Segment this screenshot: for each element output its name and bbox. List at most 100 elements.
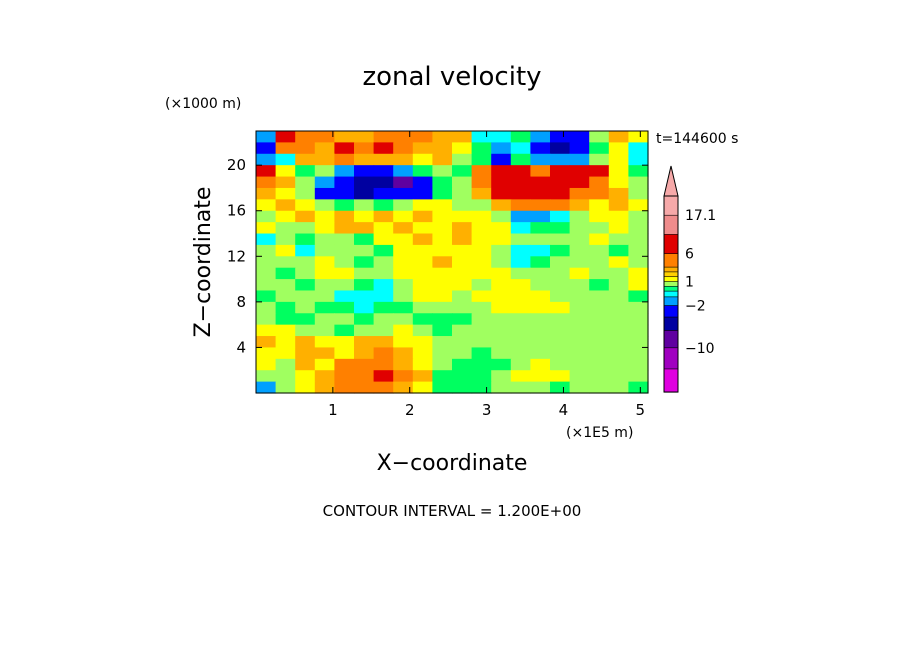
heatmap-cell xyxy=(334,267,355,280)
heatmap-cell xyxy=(550,142,571,155)
y-axis-ticks: 4 8 12 16 20 xyxy=(227,156,648,356)
heatmap-cell xyxy=(628,153,649,166)
heatmap-cell xyxy=(373,290,394,303)
heatmap-cell xyxy=(275,131,296,143)
heatmap-cell xyxy=(412,358,433,371)
heatmap-cell xyxy=(530,199,551,212)
heatmap-cell xyxy=(530,313,551,326)
heatmap-cell xyxy=(471,279,492,292)
heatmap-cell xyxy=(314,244,335,257)
heatmap-cell xyxy=(373,358,394,371)
heatmap-cell xyxy=(608,313,629,326)
heatmap-cell xyxy=(510,313,531,326)
heatmap-cell xyxy=(608,301,629,314)
heatmap-cell xyxy=(432,336,453,349)
heatmap-cell xyxy=(275,233,296,246)
heatmap-cell xyxy=(393,381,414,394)
heatmap-cell xyxy=(550,256,571,269)
heatmap-cell xyxy=(471,176,492,189)
heatmap-cell xyxy=(452,153,473,166)
heatmap-cell xyxy=(628,324,649,337)
heatmap-cell xyxy=(471,256,492,269)
heatmap-cell xyxy=(275,381,296,394)
heatmap-cell xyxy=(550,358,571,371)
heatmap-cells xyxy=(256,131,649,394)
heatmap-cell xyxy=(295,324,316,337)
colorbar-segment xyxy=(663,266,679,273)
heatmap-cell xyxy=(491,324,512,337)
heatmap-cell xyxy=(432,358,453,371)
heatmap-cell xyxy=(628,279,649,292)
heatmap-cell xyxy=(452,370,473,383)
heatmap-cell xyxy=(275,290,296,303)
heatmap-cell xyxy=(452,290,473,303)
heatmap-cell xyxy=(295,370,316,383)
heatmap-cell xyxy=(452,222,473,235)
heatmap-cell xyxy=(334,131,355,143)
heatmap-cell xyxy=(628,244,649,257)
heatmap-cell xyxy=(550,290,571,303)
heatmap-cell xyxy=(608,290,629,303)
heatmap-cell xyxy=(471,267,492,280)
heatmap-cell xyxy=(491,347,512,360)
heatmap-cell xyxy=(412,176,433,189)
heatmap-cell xyxy=(589,324,610,337)
heatmap-cell xyxy=(628,176,649,189)
heatmap-cell xyxy=(412,381,433,394)
heatmap-cell xyxy=(491,313,512,326)
heatmap-cell xyxy=(354,131,375,143)
heatmap-cell xyxy=(510,267,531,280)
x-axis-unit: (×1E5 m) xyxy=(566,425,633,441)
colorbar-cap xyxy=(663,165,679,197)
heatmap-cell xyxy=(412,142,433,155)
x-tick-label: 3 xyxy=(482,401,492,419)
heatmap-cell xyxy=(334,176,355,189)
heatmap-cell xyxy=(256,267,277,280)
heatmap-cell xyxy=(432,301,453,314)
heatmap-cell xyxy=(550,176,571,189)
heatmap-cell xyxy=(275,301,296,314)
heatmap-cell xyxy=(530,187,551,200)
heatmap-cell xyxy=(334,153,355,166)
heatmap-cell xyxy=(314,313,335,326)
heatmap-cell xyxy=(510,187,531,200)
heatmap-cell xyxy=(354,187,375,200)
heatmap-cell xyxy=(432,176,453,189)
x-tick-label: 5 xyxy=(636,401,646,419)
heatmap-cell xyxy=(452,131,473,143)
heatmap-cell xyxy=(295,165,316,178)
heatmap-cell xyxy=(608,336,629,349)
heatmap-cell xyxy=(608,279,629,292)
heatmap-cell xyxy=(275,267,296,280)
heatmap-cell xyxy=(569,142,590,155)
heatmap-cell xyxy=(373,256,394,269)
contour-interval-label: CONTOUR INTERVAL = 1.200E+00 xyxy=(323,502,582,520)
heatmap-cell xyxy=(354,142,375,155)
heatmap-cell xyxy=(471,165,492,178)
heatmap-cell xyxy=(412,347,433,360)
heatmap-cell xyxy=(550,370,571,383)
heatmap-cell xyxy=(275,222,296,235)
heatmap-cell xyxy=(393,347,414,360)
heatmap-cell xyxy=(608,358,629,371)
heatmap-cell xyxy=(550,301,571,314)
heatmap-cell xyxy=(295,347,316,360)
heatmap-cell xyxy=(491,256,512,269)
heatmap-cell xyxy=(256,347,277,360)
heatmap-cell xyxy=(314,381,335,394)
heatmap-cell xyxy=(412,131,433,143)
heatmap-cell xyxy=(608,267,629,280)
heatmap-cell xyxy=(295,210,316,223)
heatmap-cell xyxy=(373,131,394,143)
heatmap-cell xyxy=(608,165,629,178)
heatmap-cell xyxy=(628,347,649,360)
heatmap-cell xyxy=(569,336,590,349)
heatmap-cell xyxy=(432,313,453,326)
heatmap-cell xyxy=(373,267,394,280)
heatmap-cell xyxy=(432,267,453,280)
heatmap-cell xyxy=(452,176,473,189)
colorbar-segment xyxy=(663,271,679,278)
heatmap-cell xyxy=(256,256,277,269)
heatmap-cell xyxy=(628,199,649,212)
heatmap-cell xyxy=(589,381,610,394)
